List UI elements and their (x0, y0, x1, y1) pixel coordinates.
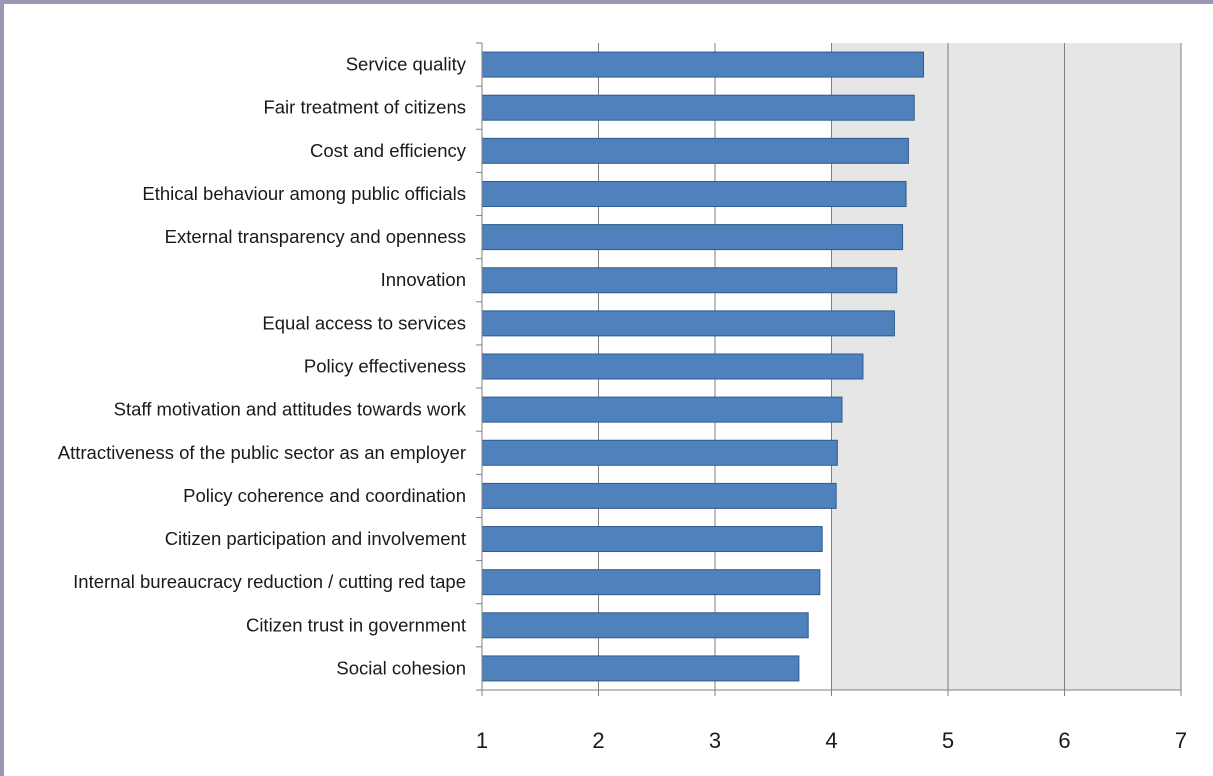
category-label-3: Cost and efficiency (310, 140, 467, 161)
category-label-10: Attractiveness of the public sector as a… (58, 442, 466, 463)
category-label-15: Social cohesion (336, 657, 466, 678)
x-tick-label-6: 6 (1058, 728, 1070, 753)
x-tick-label-2: 2 (592, 728, 604, 753)
bar-7 (481, 310, 895, 337)
bar-3 (481, 137, 909, 164)
category-label-9: Staff motivation and attitudes towards w… (114, 399, 467, 420)
x-tick-label-7: 7 (1175, 728, 1187, 753)
category-label-6: Innovation (381, 269, 466, 290)
bar-8 (481, 353, 864, 380)
tick-labels: 1 2 3 4 5 6 7 (476, 728, 1187, 753)
category-label-7: Equal access to services (262, 312, 466, 333)
bar-1 (481, 51, 925, 78)
category-label-2: Fair treatment of citizens (263, 97, 466, 118)
category-label-5: External transparency and openness (165, 226, 466, 247)
category-labels: Service quality Fair treatment of citizen… (58, 54, 467, 679)
axes (476, 42, 1182, 696)
category-label-12: Citizen participation and involvement (165, 528, 466, 549)
bar-13 (481, 569, 821, 596)
bar-9 (481, 396, 843, 423)
bar-10 (481, 439, 838, 466)
x-tick-label-4: 4 (825, 728, 837, 753)
bars (481, 51, 925, 682)
category-label-11: Policy coherence and coordination (183, 485, 466, 506)
category-label-8: Policy effectiveness (304, 356, 466, 377)
bar-2 (481, 94, 915, 121)
bar-6 (481, 267, 898, 294)
bar-15 (481, 655, 800, 682)
x-tick-label-5: 5 (942, 728, 954, 753)
bar-14 (481, 612, 809, 639)
x-tick-label-3: 3 (709, 728, 721, 753)
x-tick-label-1: 1 (476, 728, 488, 753)
category-label-13: Internal bureaucracy reduction / cutting… (73, 571, 466, 592)
bar-5 (481, 224, 904, 251)
bar-4 (481, 180, 907, 207)
bar-12 (481, 526, 823, 553)
category-label-1: Service quality (346, 54, 467, 75)
category-label-4: Ethical behaviour among public officials (142, 183, 466, 204)
category-label-14: Citizen trust in government (246, 614, 466, 635)
bar-11 (481, 482, 837, 509)
